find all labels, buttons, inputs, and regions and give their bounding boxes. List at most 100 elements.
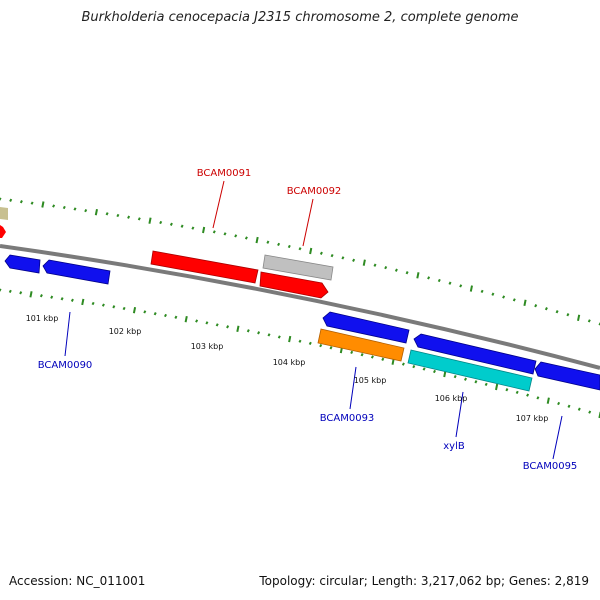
minor-tick (105, 212, 109, 216)
minor-tick (19, 200, 23, 204)
minor-tick (394, 268, 398, 272)
minor-tick (246, 329, 250, 333)
minor-tick (484, 382, 488, 387)
gene-bcam0092-bar[interactable] (262, 254, 334, 281)
minor-tick (464, 377, 467, 381)
gene-khaki-partial[interactable] (0, 207, 8, 220)
minor-tick (0, 288, 2, 292)
major-tick (202, 226, 206, 234)
minor-tick (480, 289, 484, 294)
minor-tick (453, 374, 457, 379)
gene-blue-right-bar[interactable] (413, 333, 537, 375)
minor-tick (360, 353, 364, 357)
outer-tick-track (0, 197, 600, 326)
minor-tick (137, 217, 141, 221)
gene-label-bcam0090[interactable]: BCAM0090 (38, 360, 93, 371)
minor-tick (212, 230, 216, 234)
gene-label-bcam0093[interactable]: BCAM0093 (320, 413, 375, 424)
kbp-label: 101 kbp (26, 314, 59, 323)
leader-bcam0095 (552, 415, 563, 460)
gene-xylb-bar[interactable] (407, 349, 533, 392)
leader-bcam0090 (64, 311, 71, 357)
gene-bcam0095-bar[interactable] (534, 361, 600, 391)
gene-red-small-bar[interactable] (259, 271, 329, 299)
gene-label-bcam0091[interactable]: BCAM0091 (197, 168, 252, 179)
minor-tick (319, 251, 323, 255)
major-tick (362, 259, 366, 266)
minor-tick (101, 303, 105, 307)
minor-tick (215, 323, 219, 327)
minor-tick (526, 393, 530, 397)
minor-tick (308, 341, 312, 346)
minor-tick (515, 390, 519, 395)
minor-tick (277, 335, 281, 339)
minor-tick (0, 197, 2, 201)
minor-tick (267, 333, 271, 337)
minor-tick (180, 224, 184, 228)
minor-tick (277, 242, 281, 247)
minor-tick (544, 307, 548, 311)
minor-tick (427, 276, 431, 280)
minor-tick (84, 208, 88, 213)
minor-tick (244, 236, 248, 240)
minor-tick (50, 295, 54, 299)
major-tick (546, 397, 550, 404)
gene-label-bcam0095[interactable]: BCAM0095 (523, 461, 578, 472)
minor-tick (159, 220, 163, 225)
minor-tick (266, 240, 270, 244)
inner-tick-track (0, 288, 600, 419)
minor-tick (412, 364, 416, 369)
minor-tick (195, 319, 199, 323)
gene-label-bcam0092[interactable]: BCAM0092 (287, 186, 342, 197)
minor-tick (566, 313, 570, 317)
minor-tick (381, 357, 385, 361)
leader-bcam0092 (302, 198, 314, 247)
minor-tick (62, 205, 66, 210)
minor-tick (373, 263, 377, 267)
minor-tick (116, 213, 120, 218)
gene-red-partial[interactable] (0, 225, 6, 238)
minor-tick (191, 226, 195, 230)
major-tick (416, 272, 420, 279)
minor-tick (319, 343, 323, 348)
minor-tick (39, 294, 43, 298)
gene-blue-mid-bar[interactable] (322, 311, 410, 344)
minor-tick (536, 396, 540, 400)
minor-tick (474, 380, 478, 384)
minor-tick (112, 305, 116, 309)
minor-tick (555, 310, 559, 314)
minor-tick (298, 339, 302, 343)
minor-tick (174, 315, 178, 319)
minor-tick (60, 297, 64, 301)
minor-tick (223, 232, 227, 236)
minor-tick (234, 234, 238, 238)
gene-bcam0091-bar[interactable] (150, 250, 259, 284)
minor-tick (153, 312, 157, 316)
kbp-label: 106 kbp (435, 394, 468, 403)
kbp-label: 105 kbp (354, 376, 387, 385)
minor-tick (577, 407, 581, 411)
gene-bcam0090-b-bar[interactable] (42, 259, 111, 285)
minor-tick (491, 292, 495, 296)
minor-tick (298, 247, 302, 251)
map-title: Burkholderia cenocepacia J2315 chromosom… (81, 10, 519, 25)
genome-summary-text: Topology: circular; Length: 3,217,062 bp… (259, 574, 589, 588)
major-tick (309, 247, 313, 255)
minor-tick (127, 215, 131, 219)
minor-tick (587, 319, 591, 323)
gene-bcam0093-bar[interactable] (317, 328, 405, 362)
minor-tick (9, 198, 13, 202)
minor-tick (370, 355, 374, 359)
minor-tick (330, 253, 334, 258)
minor-tick (384, 265, 388, 270)
major-tick (255, 236, 259, 244)
gene-label-xylb[interactable]: xylB (443, 441, 465, 452)
minor-tick (422, 367, 426, 371)
minor-tick (401, 362, 405, 366)
gene-bcam0090-a-bar[interactable] (4, 254, 41, 274)
kbp-label: 102 kbp (109, 327, 142, 336)
minor-tick (122, 306, 126, 311)
minor-tick (352, 258, 356, 262)
minor-tick (73, 207, 77, 211)
